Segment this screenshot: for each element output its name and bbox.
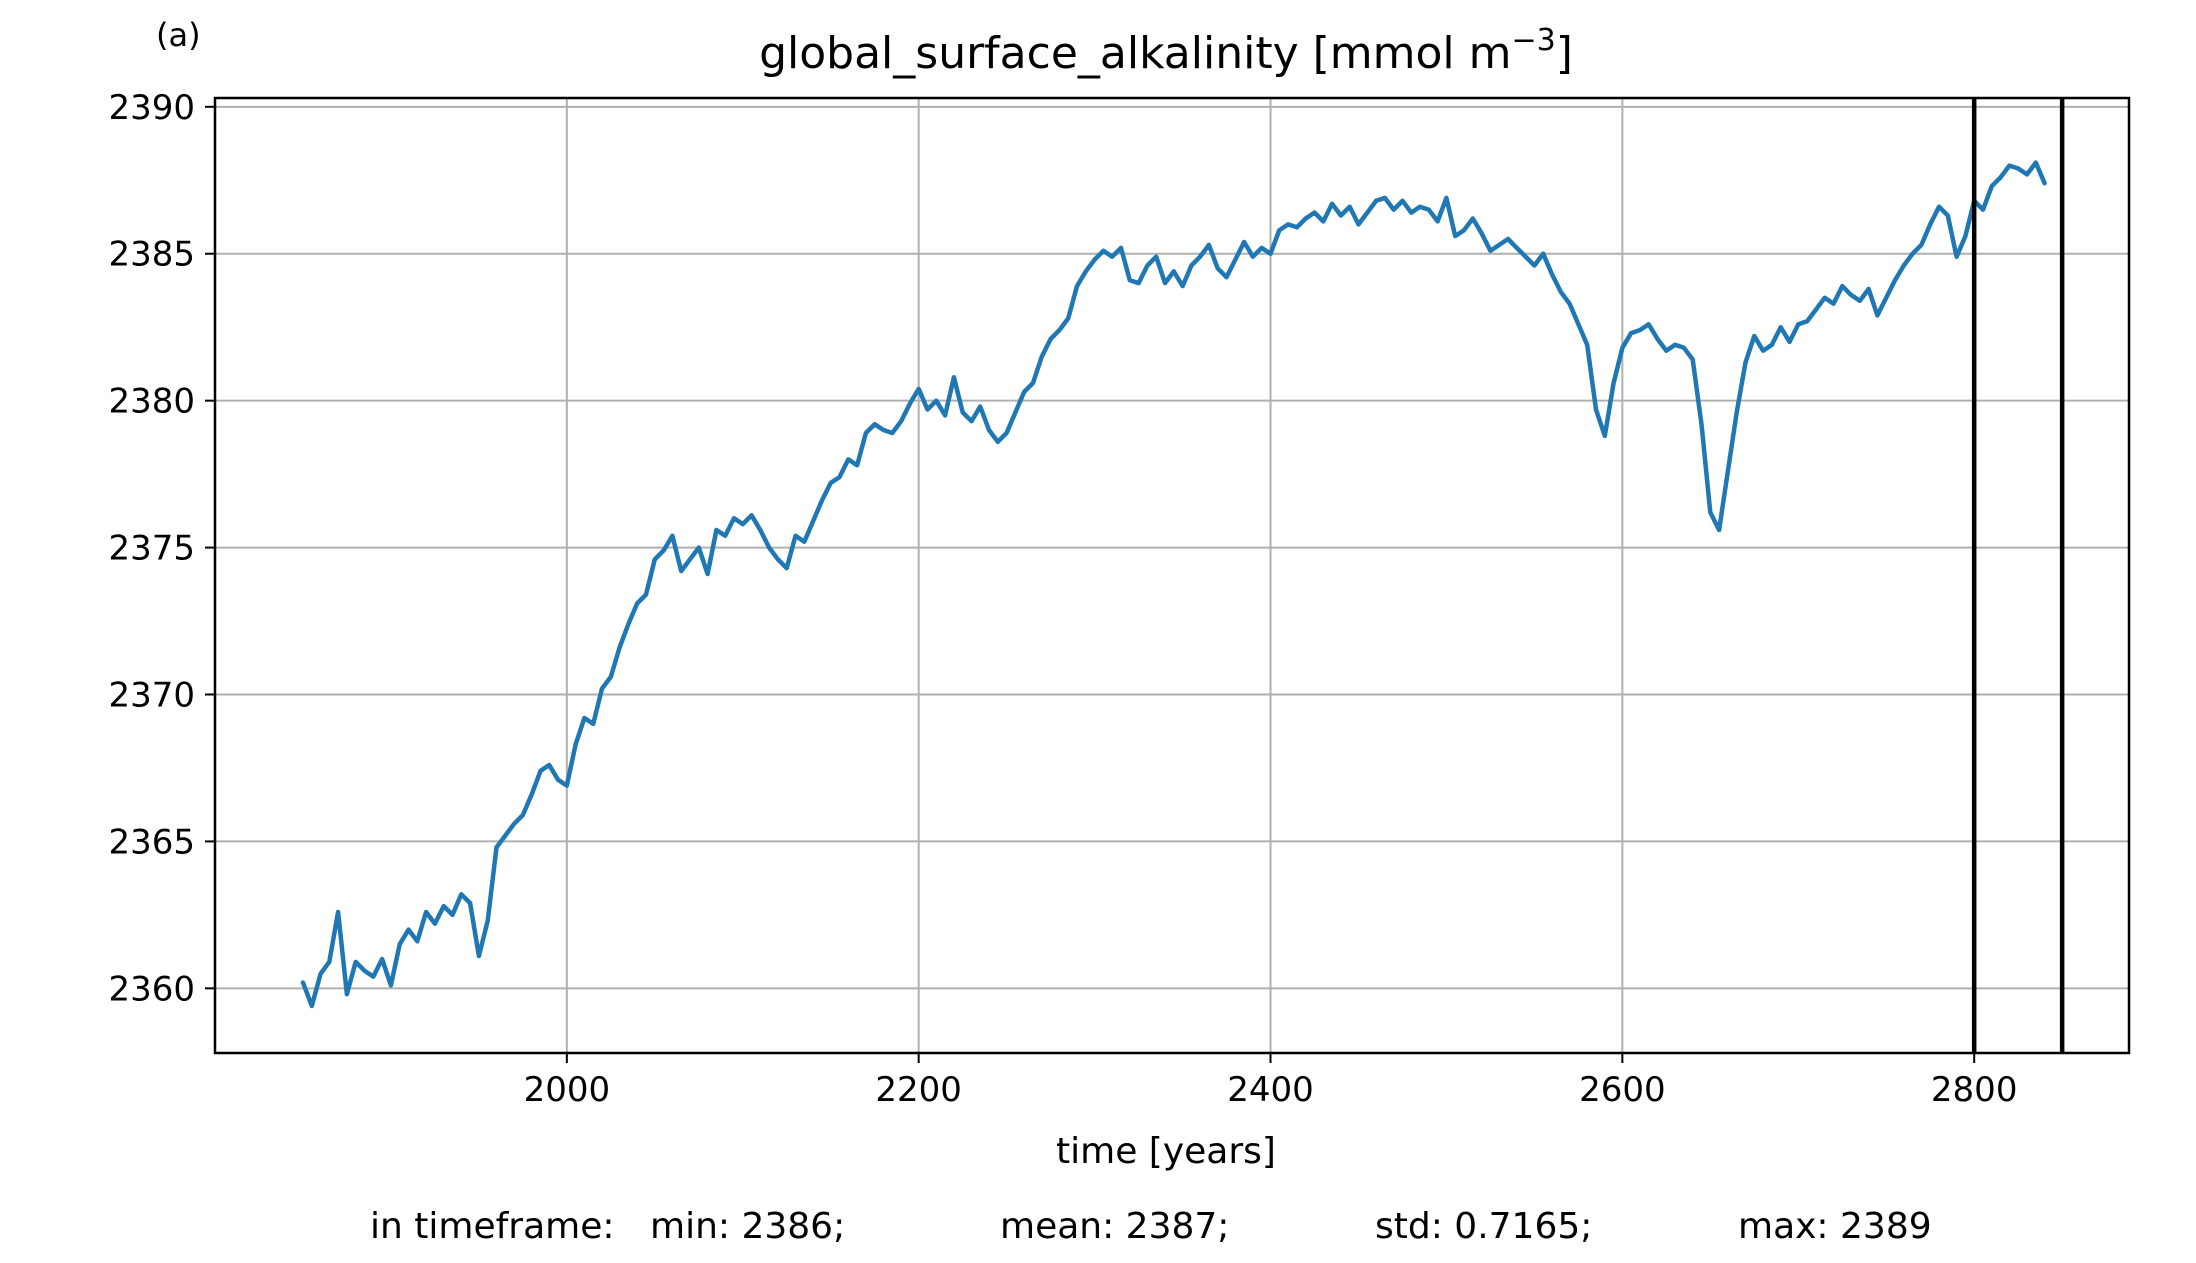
- x-tick-label: 2800: [1931, 1070, 2018, 1110]
- x-axis-title: time [years]: [1056, 1131, 1276, 1172]
- stats-max: max: 2389: [1738, 1206, 1932, 1247]
- y-tick-label: 2390: [108, 88, 195, 128]
- chart-title-superscript: −3: [1511, 23, 1555, 58]
- panel-label: (a): [156, 16, 201, 54]
- y-tick-label: 2360: [108, 969, 195, 1009]
- y-tick-label: 2370: [108, 676, 195, 716]
- series-layer: [300, 160, 2047, 1009]
- chart-title: global_surface_alkalinity [mmol m−3]: [759, 23, 1573, 79]
- stats-mean: mean: 2387;: [1000, 1206, 1229, 1247]
- y-tick-label: 2375: [108, 529, 195, 569]
- chart-title-close: ]: [1556, 28, 1573, 79]
- x-tick-label: 2000: [524, 1070, 611, 1110]
- y-tick-label: 2385: [108, 235, 195, 275]
- series-line: [300, 160, 2047, 1009]
- y-tick-label: 2380: [108, 382, 195, 422]
- stats-std: std: 0.7165;: [1375, 1206, 1592, 1247]
- stats-prefix: in timeframe:: [370, 1206, 614, 1247]
- chart-title-main: global_surface_alkalinity [mmol m: [759, 28, 1511, 79]
- y-axis: 2360 2365 2370 2375 2380 2385 2390: [108, 88, 215, 1009]
- x-tick-label: 2600: [1579, 1070, 1666, 1110]
- x-tick-label: 2200: [875, 1070, 962, 1110]
- stats-min: min: 2386;: [650, 1206, 845, 1247]
- vertical-markers: [1971, 98, 2065, 1053]
- x-axis: 2000 2200 2400 2600 2800: [524, 1053, 2018, 1110]
- x-tick-label: 2400: [1227, 1070, 1314, 1110]
- y-tick-label: 2365: [108, 822, 195, 862]
- plot-frame: [213, 96, 2131, 1055]
